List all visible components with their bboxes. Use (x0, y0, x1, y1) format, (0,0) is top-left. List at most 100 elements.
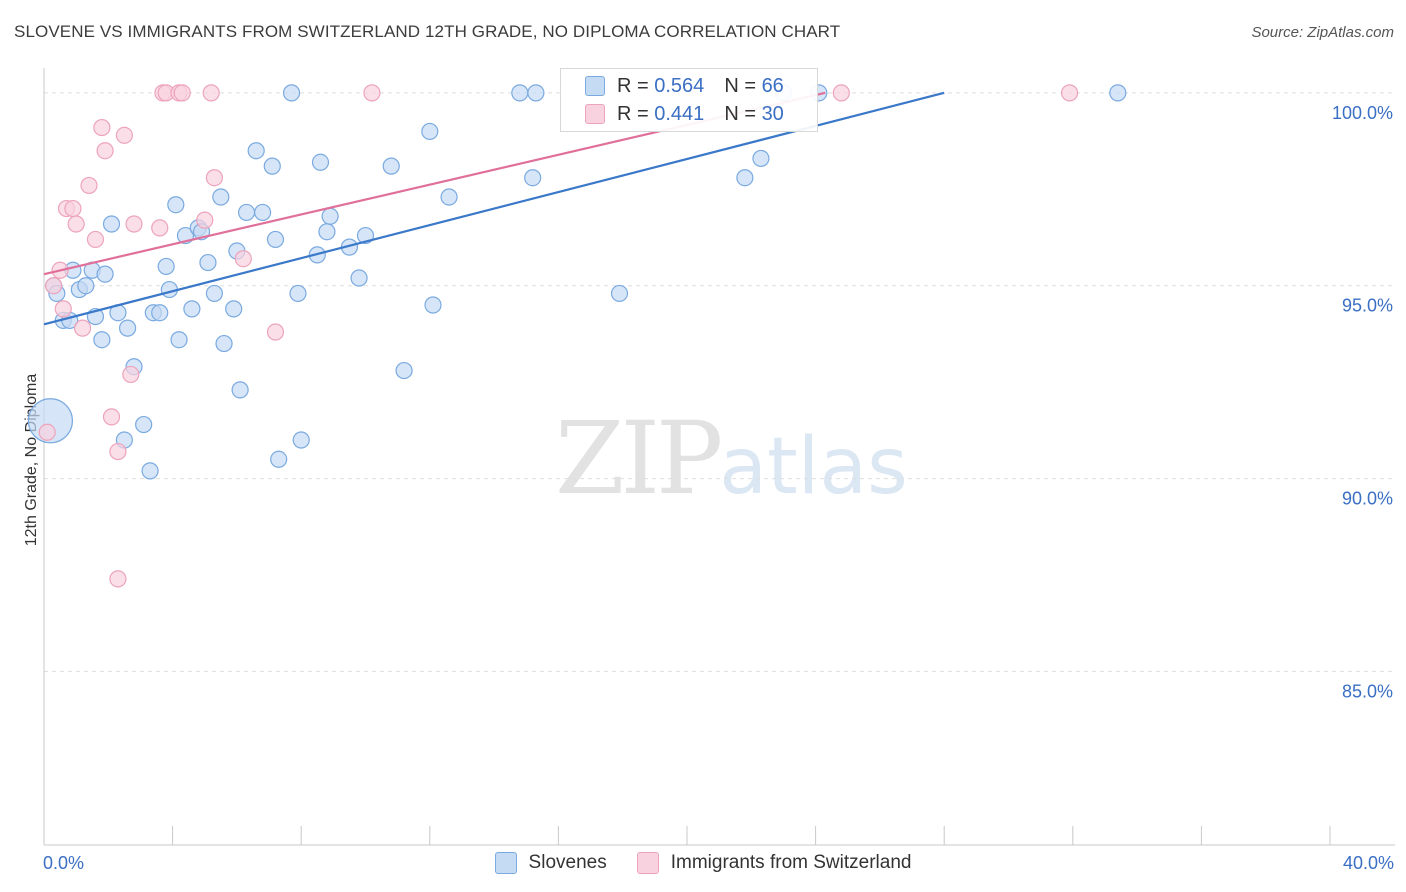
y-tick-labels: 85.0% 90.0% 95.0% 100.0% (1332, 103, 1393, 702)
legend-label-slovenes: Slovenes (528, 852, 607, 873)
legend-r-value: 0.441 (654, 102, 705, 125)
grid-lines (44, 92, 1395, 672)
slovenes-point (610, 284, 629, 303)
switzerland-point (234, 250, 252, 268)
slovenes-point (736, 169, 754, 187)
stats-legend: R = 0.564 N = 66 R = 0.441 N = 30 (560, 68, 818, 132)
legend-row-slovenes: R = 0.564 N = 66 (585, 73, 784, 99)
legend-swatch-pink (585, 104, 605, 124)
switzerland-point (151, 219, 169, 237)
slovenes-point (215, 334, 233, 353)
slovenes-point (282, 84, 301, 102)
y-tick-label: 90.0% (1342, 489, 1393, 509)
slovenes-point (511, 84, 529, 102)
switzerland-point (86, 230, 105, 249)
slovenes-point (93, 331, 111, 349)
slovenes-point (318, 223, 336, 241)
slovenes-point (289, 284, 307, 303)
switzerland-point (205, 169, 223, 187)
switzerland-point (1060, 84, 1079, 102)
slovenes-point (167, 196, 185, 214)
switzerland-point (67, 215, 85, 233)
legend-label-switzerland: Immigrants from Switzerland (670, 852, 912, 873)
switzerland-points (38, 84, 1079, 588)
slovenes-point (254, 203, 272, 222)
slovenes-point (263, 157, 281, 175)
slovenes-point (199, 253, 217, 272)
switzerland-point (54, 300, 72, 318)
slovenes-point (395, 361, 413, 380)
switzerland-point (80, 176, 98, 195)
slovenes-point (96, 265, 114, 283)
switzerland-point (96, 142, 114, 160)
slovenes-point (135, 415, 153, 434)
slovenes-point (424, 296, 442, 314)
x-tick-label-min: 0.0% (43, 853, 85, 873)
slovenes-point (157, 257, 175, 276)
switzerland-point (122, 365, 140, 384)
switzerland-point (38, 423, 56, 441)
chart-title: SLOVENE VS IMMIGRANTS FROM SWITZERLAND 1… (14, 22, 841, 41)
switzerland-point (64, 199, 82, 218)
legend-n-label: N = (724, 102, 756, 125)
switzerland-point (102, 408, 121, 426)
slovenes-point (270, 450, 288, 468)
slovenes-point (237, 203, 256, 222)
switzerland-point (109, 442, 127, 461)
slovenes-point (524, 169, 542, 187)
slovenes-point (118, 319, 137, 337)
slovenes-point (77, 277, 95, 295)
slovenes-points (27, 84, 1127, 480)
legend-swatch-blue (494, 852, 517, 874)
switzerland-point (266, 323, 285, 341)
legend-r-label: R = (617, 74, 649, 97)
slovenes-point (311, 153, 330, 171)
legend-r-value: 0.564 (654, 74, 705, 97)
axes (43, 68, 1395, 846)
slovenes-point (752, 149, 770, 168)
slovenes-point (170, 331, 188, 349)
switzerland-point (109, 570, 127, 588)
x-tick-label-max: 40.0% (1342, 853, 1394, 873)
slovenes-point (440, 188, 458, 206)
slovenes-point (102, 215, 121, 233)
slovenes-point (141, 462, 159, 480)
slovenes-point (1109, 84, 1127, 102)
slovenes-point (225, 300, 243, 318)
legend-r-label: R = (617, 102, 649, 125)
slovenes-point (321, 207, 339, 225)
legend-swatch-blue (585, 76, 605, 96)
switzerland-point (73, 319, 92, 337)
slovenes-point (421, 122, 439, 141)
slovenes-point (205, 284, 223, 303)
switzerland-point (202, 84, 220, 102)
legend-n-value: 66 (761, 74, 784, 97)
legend-n-value: 30 (761, 102, 784, 125)
chart-source: Source: ZipAtlas.com (1251, 24, 1394, 41)
slovenes-point (212, 188, 230, 206)
switzerland-point (196, 211, 214, 229)
legend-n-label: N = (724, 74, 756, 97)
legend-item-slovenes: Slovenes (494, 852, 607, 874)
switzerland-point (173, 84, 191, 102)
switzerland-point (93, 118, 111, 137)
legend-item-switzerland: Immigrants from Switzerland (636, 852, 912, 874)
slovenes-point (247, 142, 265, 160)
slovenes-point (292, 431, 310, 449)
switzerland-point (45, 277, 63, 295)
switzerland-point (125, 215, 143, 233)
slovenes-point (350, 269, 368, 287)
series-legend: Slovenes Immigrants from Switzerland (0, 852, 1406, 874)
y-tick-label: 85.0% (1342, 681, 1393, 701)
switzerland-point (832, 84, 850, 102)
y-tick-label: 95.0% (1342, 296, 1393, 316)
slovenes-point (527, 84, 545, 102)
slovenes-point (231, 381, 249, 399)
legend-row-switzerland: R = 0.441 N = 30 (585, 101, 784, 127)
legend-swatch-pink (636, 852, 659, 874)
switzerland-point (115, 126, 133, 144)
y-tick-label: 100.0% (1332, 103, 1393, 123)
slovenes-point (382, 157, 400, 175)
slovenes-point (151, 304, 169, 322)
